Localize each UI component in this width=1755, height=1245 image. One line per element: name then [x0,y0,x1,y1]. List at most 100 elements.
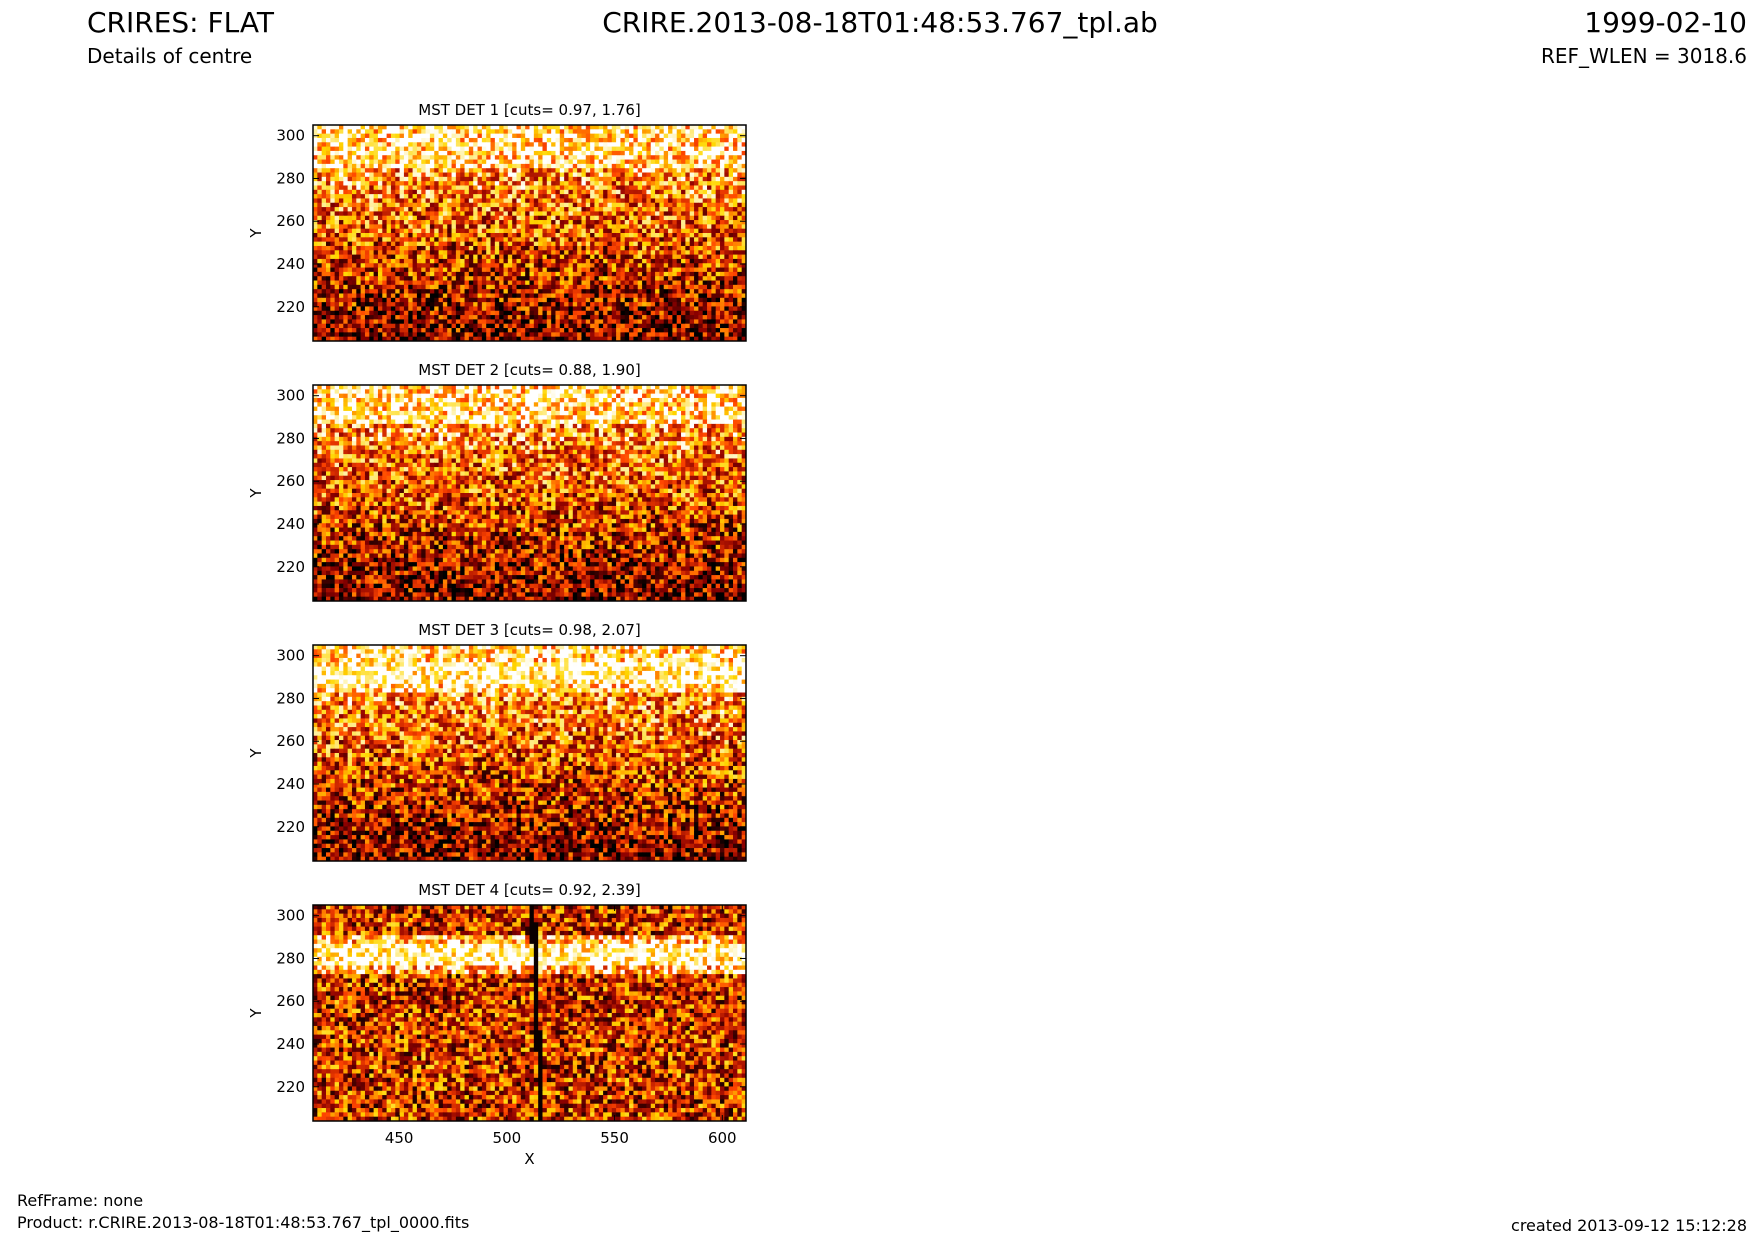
heatmap-cell [525,267,530,273]
heatmap-cell [672,150,678,156]
heatmap-cell [637,250,643,255]
heatmap-cell [499,163,504,169]
heatmap-cell [364,306,370,312]
heatmap-cell [408,319,413,325]
heatmap-cell [347,215,353,221]
heatmap-cell [390,267,396,273]
heatmap-cell [572,319,578,325]
heatmap-cell [507,168,513,173]
heatmap-cell [633,328,639,333]
heatmap-cell [325,241,331,247]
heatmap-cell [577,284,582,290]
heatmap-cell [607,306,613,312]
heatmap-cell [681,297,686,303]
heatmap-cell [598,185,604,191]
heatmap-cell [325,181,331,186]
heatmap-cell [585,293,591,299]
heatmap-cell [429,211,435,217]
heatmap-cell [741,310,747,316]
heatmap-cell [685,263,691,268]
heatmap-cell [473,293,478,299]
heatmap-cell [629,332,634,338]
heatmap-cell [399,297,405,303]
heatmap-cell [421,146,426,152]
heatmap-cell [646,293,652,299]
heatmap-cell [516,250,522,255]
heatmap-cell [616,297,621,303]
heatmap-cell [477,220,483,225]
heatmap-cell [733,215,738,221]
heatmap-cell [503,137,509,143]
heatmap-cell [455,202,461,208]
heatmap-cell [377,185,383,191]
heatmap-cell [425,133,431,139]
heatmap-cell [373,220,379,225]
heatmap-cell [481,198,487,204]
heatmap-cell [525,271,530,277]
heatmap-cell [321,254,327,260]
heatmap-cell [503,172,509,178]
heatmap-cell [624,168,630,173]
heatmap-cell [698,245,704,251]
heatmap-cell [711,224,717,230]
heatmap-cell [347,263,353,268]
heatmap-cell [542,245,548,251]
heatmap-cell [321,284,327,290]
heatmap-cell [572,142,578,147]
heatmap-cell [728,245,734,251]
heatmap-cell [425,185,431,191]
heatmap-cell [317,267,323,273]
heatmap-cell [672,306,678,312]
heatmap-cell [572,245,578,251]
heatmap-cell [533,280,539,286]
heatmap-cell [386,181,392,186]
heatmap-cell [633,293,639,299]
heatmap-cell [694,293,699,299]
heatmap-cell [473,233,478,238]
heatmap-cell [720,125,725,130]
heatmap-cell [408,280,413,286]
heatmap-cell [464,315,470,320]
heatmap-cell [681,228,686,234]
heatmap-cell [551,181,556,186]
heatmap-cell [594,336,600,342]
heatmap-cell [313,293,318,299]
heatmap-cell [546,155,552,160]
heatmap-cell [594,228,600,234]
heatmap-cell [629,319,634,325]
heatmap-cell [559,241,565,247]
heatmap-cell [724,306,730,312]
heatmap-cell [347,181,353,186]
heatmap-cell [421,215,426,221]
heatmap-cell [412,185,418,191]
heatmap-cell [681,254,686,260]
heatmap-cell [624,332,630,338]
heatmap-cell [624,202,630,208]
heatmap-cell [577,336,582,342]
heatmap-cell [577,176,582,182]
heatmap-cell [516,293,522,299]
heatmap-cell [603,228,608,234]
heatmap-cell [460,284,465,290]
heatmap-cell [598,202,604,208]
heatmap-cell [464,228,470,234]
heatmap-cell [707,168,712,173]
heatmap-cell [390,258,396,264]
heatmap-cell [546,297,552,303]
heatmap-cell [334,284,340,290]
heatmap-cell [659,297,665,303]
heatmap-cell [616,176,621,182]
heatmap-cell [603,142,608,147]
heatmap-cell [681,142,686,147]
heatmap-cell [525,254,530,260]
heatmap-cell [603,267,608,273]
heatmap-cell [334,125,340,130]
heatmap-cell [572,202,578,208]
heatmap-cell [460,267,465,273]
heatmap-cell [369,194,375,199]
heatmap-cell [360,125,366,130]
heatmap-cell [520,263,526,268]
heatmap-cell [598,241,604,247]
heatmap-cell [525,315,530,320]
heatmap-cell [529,172,535,178]
